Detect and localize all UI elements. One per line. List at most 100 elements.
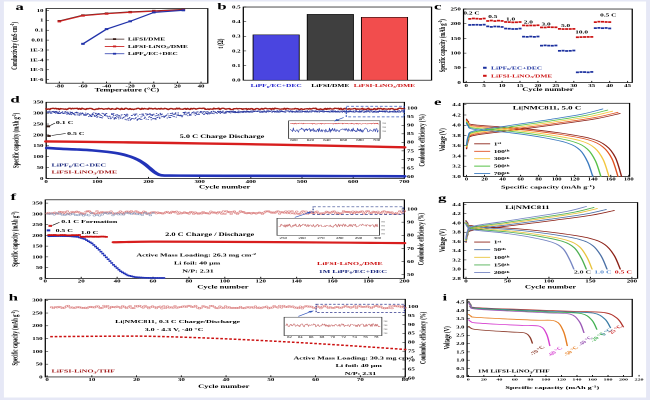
- svg-text:20: 20: [481, 178, 488, 182]
- svg-text:200: 200: [399, 280, 410, 284]
- svg-text:-60: -60: [78, 85, 87, 89]
- svg-text:200: 200: [32, 234, 43, 238]
- svg-text:80: 80: [535, 178, 542, 182]
- svg-text:140: 140: [588, 178, 598, 182]
- svg-text:0.0: 0.0: [232, 79, 241, 83]
- svg-text:20: 20: [534, 84, 541, 88]
- svg-text:Li|NMC811, 5.0 C: Li|NMC811, 5.0 C: [513, 105, 581, 111]
- svg-text:80: 80: [402, 378, 409, 382]
- svg-text:300: 300: [32, 212, 43, 216]
- svg-text:500: 500: [297, 180, 308, 184]
- svg-text:250: 250: [32, 223, 43, 227]
- svg-text:LiFSI/DME: LiFSI/DME: [128, 38, 165, 42]
- svg-text:LiFSI-LiNO3/DME: LiFSI-LiNO3/DME: [491, 75, 552, 79]
- svg-text:Voltage (V): Voltage (V): [443, 326, 452, 349]
- svg-text:2.8: 2.8: [452, 277, 461, 281]
- svg-text:1st: 1st: [494, 240, 502, 245]
- svg-text:LiPF6/EC+DEC: LiPF6/EC+DEC: [491, 67, 542, 71]
- svg-text:100: 100: [33, 155, 44, 159]
- svg-text:LiFSI/DME: LiFSI/DME: [311, 84, 349, 88]
- svg-text:76: 76: [363, 336, 368, 339]
- svg-text:100: 100: [407, 208, 418, 212]
- svg-text:-50 °C: -50 °C: [562, 345, 581, 357]
- svg-text:LiFSI-LiNO3/THF: LiFSI-LiNO3/THF: [52, 369, 116, 374]
- svg-text:80: 80: [527, 378, 534, 381]
- svg-text:78: 78: [374, 336, 379, 339]
- svg-text:c: c: [434, 1, 441, 11]
- svg-text:Li foil: 40 μm: Li foil: 40 μm: [174, 261, 221, 266]
- svg-text:200: 200: [143, 180, 154, 184]
- svg-text:1E-6: 1E-6: [30, 78, 44, 82]
- svg-text:3.5: 3.5: [456, 317, 465, 321]
- svg-text:98: 98: [384, 328, 388, 331]
- svg-text:40: 40: [499, 178, 506, 182]
- svg-text:Li foil: 40 μm: Li foil: 40 μm: [336, 364, 383, 369]
- svg-text:100: 100: [220, 280, 231, 284]
- svg-text:700th: 700th: [494, 171, 511, 176]
- svg-text:150: 150: [585, 280, 596, 284]
- svg-text:250: 250: [450, 8, 461, 12]
- svg-text:140: 140: [291, 280, 302, 284]
- svg-text:b: b: [217, 1, 227, 11]
- svg-text:100: 100: [32, 256, 43, 260]
- svg-text:0 °C: 0 °C: [599, 328, 614, 337]
- svg-text:N/P: 2.31: N/P: 2.31: [345, 372, 376, 377]
- svg-text:3.8: 3.8: [452, 231, 461, 235]
- svg-text:100: 100: [408, 305, 419, 309]
- svg-text:0: 0: [39, 277, 43, 281]
- svg-text:0.5: 0.5: [232, 6, 241, 10]
- svg-text:50: 50: [36, 363, 43, 367]
- svg-text:0.5 C: 0.5 C: [56, 228, 74, 233]
- svg-text:t (Ω): t (Ω): [217, 39, 226, 49]
- svg-text:Conductivity (mS cm-1): Conductivity (mS cm-1): [11, 22, 20, 70]
- svg-text:80: 80: [407, 141, 414, 145]
- svg-text:160: 160: [327, 280, 338, 284]
- svg-text:200: 200: [450, 22, 461, 26]
- svg-text:Cycle number: Cycle number: [198, 384, 249, 389]
- svg-text:1.0: 1.0: [456, 359, 465, 363]
- svg-text:3.0: 3.0: [542, 23, 551, 27]
- svg-text:98: 98: [384, 320, 388, 323]
- svg-text:-60 °C: -60 °C: [546, 346, 565, 358]
- svg-text:220: 220: [635, 378, 645, 381]
- svg-text:680: 680: [356, 138, 363, 141]
- svg-text:Specific capacity (mAh g-1): Specific capacity (mAh g-1): [11, 211, 20, 266]
- svg-text:280: 280: [336, 236, 343, 239]
- svg-text:4.0: 4.0: [452, 222, 461, 226]
- svg-text:700: 700: [399, 180, 410, 184]
- svg-text:150: 150: [33, 144, 44, 148]
- svg-text:10: 10: [88, 378, 95, 382]
- svg-text:80: 80: [407, 234, 414, 238]
- svg-text:50th: 50th: [494, 247, 507, 252]
- svg-text:98: 98: [382, 122, 386, 125]
- svg-text:350: 350: [32, 202, 43, 206]
- svg-text:300: 300: [33, 112, 44, 116]
- svg-text:4.2: 4.2: [452, 212, 461, 216]
- svg-text:30: 30: [570, 84, 577, 88]
- svg-text:LiFSI-LiNO3/DME: LiFSI-LiNO3/DME: [52, 170, 118, 175]
- svg-text:35: 35: [588, 84, 595, 88]
- svg-text:90: 90: [408, 323, 415, 327]
- svg-text:0.1: 0.1: [35, 29, 44, 33]
- svg-text:f: f: [11, 192, 17, 202]
- svg-text:60: 60: [517, 178, 524, 182]
- svg-text:70: 70: [357, 378, 364, 382]
- svg-text:120: 120: [570, 178, 580, 182]
- svg-text:2.5: 2.5: [456, 334, 465, 338]
- svg-text:Cycle number: Cycle number: [522, 88, 573, 93]
- svg-text:0: 0: [152, 85, 156, 89]
- svg-text:66: 66: [309, 336, 314, 339]
- svg-text:400: 400: [246, 180, 257, 184]
- svg-text:100: 100: [552, 178, 562, 182]
- svg-text:300: 300: [32, 299, 43, 303]
- svg-text:50: 50: [407, 273, 414, 277]
- svg-text:700: 700: [373, 138, 380, 141]
- svg-text:3.0: 3.0: [452, 175, 461, 179]
- svg-text:200: 200: [619, 378, 629, 381]
- svg-text:1M LiFSI-LiNO3/THF: 1M LiFSI-LiNO3/THF: [478, 370, 550, 374]
- svg-text:50: 50: [454, 66, 461, 70]
- svg-text:85: 85: [407, 132, 414, 136]
- svg-text:N/P: 2.31: N/P: 2.31: [182, 269, 213, 274]
- svg-text:10: 10: [37, 9, 44, 13]
- svg-text:Coulombic efficiency (%): Coulombic efficiency (%): [418, 114, 427, 166]
